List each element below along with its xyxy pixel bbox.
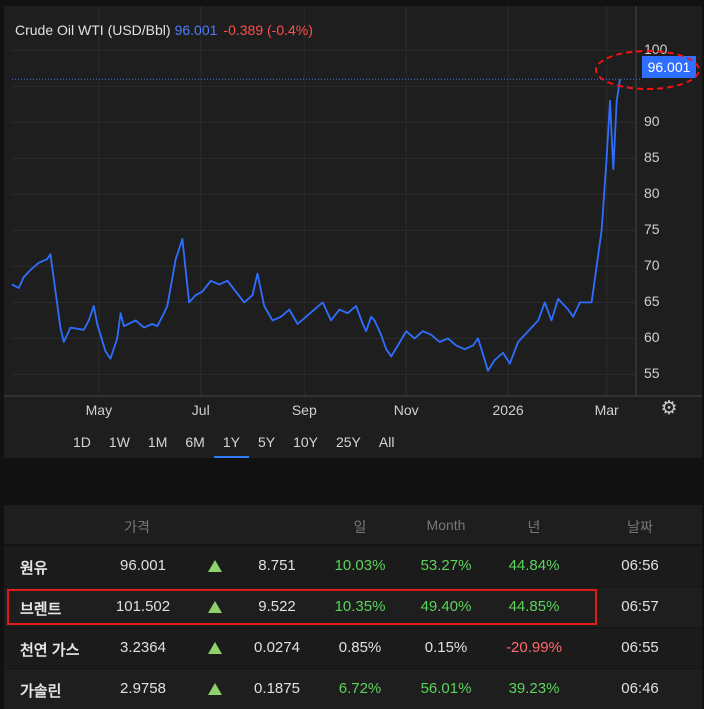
header-month: Month [426, 517, 466, 533]
row-year-change: 39.23% [508, 680, 560, 697]
instrument-name: Crude Oil WTI (USD/Bbl) [15, 22, 171, 38]
range-button-10y[interactable]: 10Y [293, 434, 318, 450]
chart-legend: Crude Oil WTI (USD/Bbl) 96.001 -0.389 (-0.… [15, 22, 313, 38]
range-selector: 1D 1W 1M 6M 1Y 5Y 10Y 25Y All [64, 430, 403, 458]
row-year-change: 44.84% [508, 557, 560, 574]
range-button-all[interactable]: All [378, 434, 395, 450]
legend-change: -0.389 (-0.4%) [223, 22, 313, 38]
row-change: 9.522 [258, 598, 296, 615]
row-price: 96.001 [120, 557, 166, 574]
range-button-6m[interactable]: 6M [185, 434, 205, 450]
row-time: 06:46 [621, 680, 659, 697]
gear-icon[interactable]: ⚙ [660, 398, 678, 419]
y-tick-label: 70 [644, 257, 660, 274]
row-name: 브렌트 [20, 601, 62, 618]
row-time: 06:56 [621, 557, 659, 574]
table-row[interactable]: 브렌트 101.502 9.522 10.35% 49.40% 44.85% 06:57 [4, 586, 702, 626]
range-button-1d[interactable]: 1D [73, 434, 91, 450]
row-name: 가솔린 [20, 683, 62, 700]
header-day: 일 [353, 519, 367, 535]
row-year-change: -20.99% [506, 639, 562, 656]
row-price: 3.2364 [120, 639, 166, 656]
row-change: 0.1875 [254, 680, 300, 697]
x-tick-label: Jul [191, 402, 210, 418]
row-month-change: 49.40% [420, 598, 472, 615]
x-tick-label: Mar [594, 402, 619, 418]
y-tick-label: 65 [644, 293, 660, 310]
range-button-25y[interactable]: 25Y [335, 434, 361, 450]
y-tick-label: 75 [644, 221, 660, 238]
header-price: 가격 [124, 519, 150, 535]
row-name: 원유 [20, 560, 48, 577]
header-year: 년 [527, 519, 541, 535]
y-tick-label: 90 [644, 113, 660, 130]
range-button-1y[interactable]: 1Y [213, 430, 249, 458]
x-tick-label: Sep [291, 402, 317, 418]
x-tick-label: Nov [393, 402, 419, 418]
up-arrow-icon [208, 601, 222, 613]
y-tick-label: 80 [644, 185, 660, 202]
row-time: 06:57 [621, 598, 659, 615]
header-date: 날짜 [627, 519, 653, 535]
legend-price: 96.001 [174, 22, 218, 38]
y-tick-label: 55 [644, 365, 660, 382]
row-month-change: 56.01% [420, 680, 472, 697]
row-name: 천연 가스 [20, 642, 80, 659]
row-year-change: 44.85% [508, 598, 560, 615]
row-price: 101.502 [115, 598, 171, 615]
row-highlight-box [7, 589, 597, 625]
row-month-change: 0.15% [424, 639, 468, 656]
row-month-change: 53.27% [420, 557, 472, 574]
up-arrow-icon [208, 683, 222, 695]
commodities-table: 가격 일 Month 년 날짜 원유 96.001 8.751 10.03% 53.27… [4, 505, 702, 709]
table-row[interactable]: 가솔린 2.9758 0.1875 6.72% 56.01% 39.23% 06:46 [4, 668, 702, 708]
chart-panel: Crude Oil WTI (USD/Bbl) 96.001 -0.389 (-0.… [4, 6, 702, 458]
y-tick-label: 60 [644, 329, 660, 346]
up-arrow-icon [208, 560, 222, 572]
x-tick-label: May [85, 402, 113, 418]
range-button-1w[interactable]: 1W [108, 434, 130, 450]
range-button-1m[interactable]: 1M [147, 434, 168, 450]
range-button-5y[interactable]: 5Y [257, 434, 276, 450]
row-time: 06:55 [621, 639, 659, 656]
row-day-change: 6.72% [338, 680, 382, 697]
table-row[interactable]: 원유 96.001 8.751 10.03% 53.27% 44.84% 06:56 [4, 545, 702, 585]
price-highlight-oval [595, 50, 700, 90]
table-header: 가격 일 Month 년 날짜 [4, 505, 702, 545]
row-change: 8.751 [258, 557, 296, 574]
row-day-change: 10.35% [334, 598, 386, 615]
series-line-wti[interactable] [11, 79, 621, 372]
row-price: 2.9758 [120, 680, 166, 697]
row-change: 0.0274 [254, 639, 300, 656]
table-row[interactable]: 천연 가스 3.2364 0.0274 0.85% 0.15% -20.99% 06:55 [4, 627, 702, 667]
x-tick-label: 2026 [492, 402, 524, 418]
row-day-change: 10.03% [334, 557, 386, 574]
price-chart[interactable] [4, 6, 702, 458]
up-arrow-icon [208, 642, 222, 654]
row-day-change: 0.85% [338, 639, 382, 656]
y-tick-label: 85 [644, 149, 660, 166]
